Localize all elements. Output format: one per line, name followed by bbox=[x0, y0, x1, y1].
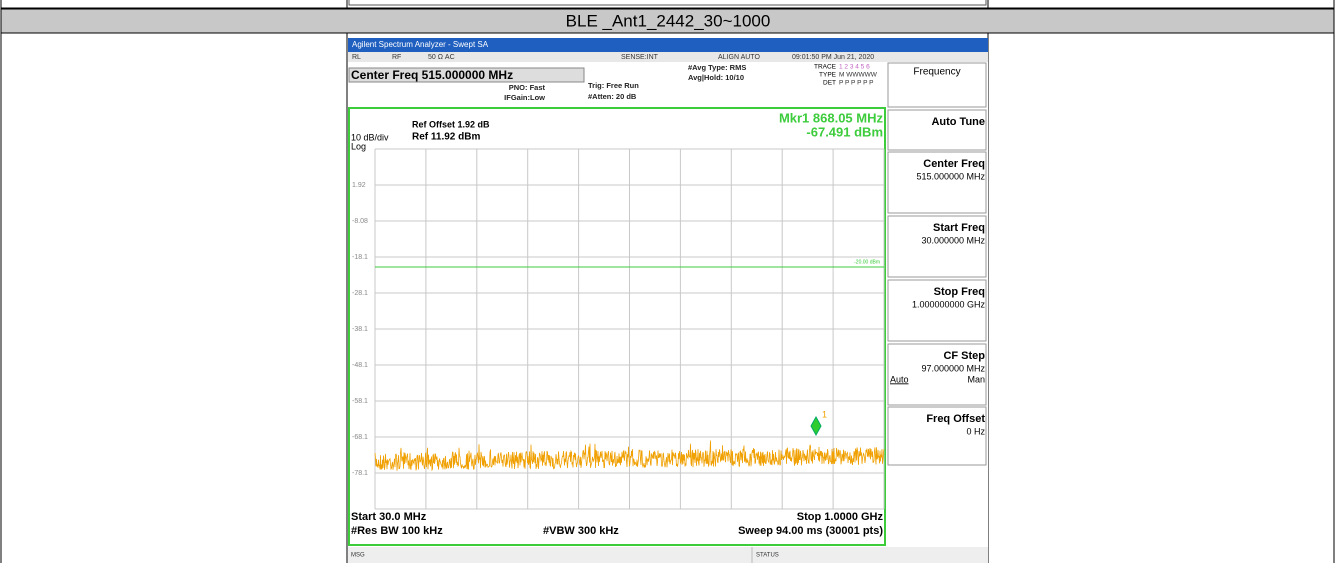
setting: #Avg Type: RMS bbox=[688, 63, 746, 72]
softkey[interactable] bbox=[887, 343, 987, 406]
marker-level: -67.491 dBm bbox=[806, 124, 883, 139]
center-freq-box bbox=[348, 67, 585, 83]
trace-label: TRACE bbox=[814, 64, 837, 71]
display-line-label: -20.00 dBm bbox=[854, 259, 880, 265]
y-label: -68.1 bbox=[352, 434, 368, 441]
status-bar bbox=[348, 52, 988, 62]
log: Log bbox=[351, 141, 366, 151]
softkey-label: Center Freq bbox=[923, 158, 985, 170]
softkey-label: Auto Tune bbox=[931, 116, 985, 128]
rbw: #Res BW 100 kHz bbox=[351, 525, 443, 537]
header-title: BLE _Ant1_2442_30~1000 bbox=[566, 11, 771, 30]
softkey-option: Auto bbox=[890, 374, 909, 384]
start: Start 30.0 MHz bbox=[351, 511, 427, 523]
prev-image bbox=[348, 0, 987, 6]
title-bar bbox=[348, 38, 988, 52]
setting: #Atten: 20 dB bbox=[588, 92, 637, 101]
status-item: 50 Ω AC bbox=[428, 54, 455, 61]
softkey-value: 0 Hz bbox=[966, 426, 985, 436]
y-label: -38.1 bbox=[352, 326, 368, 333]
graph-frame bbox=[348, 107, 886, 546]
softkey[interactable] bbox=[887, 406, 987, 466]
softkey[interactable] bbox=[887, 109, 987, 151]
softkey-label: Freq Offset bbox=[926, 413, 985, 425]
softkey-value: 515.000000 MHz bbox=[916, 171, 985, 181]
marker-id: 1 bbox=[822, 409, 827, 419]
msg: MSG bbox=[351, 553, 365, 559]
status-item: RL bbox=[352, 54, 361, 61]
sweep: Sweep 94.00 ms (30001 pts) bbox=[738, 525, 883, 537]
det-label: DET bbox=[823, 80, 836, 87]
softkey-option: Man bbox=[967, 374, 985, 384]
y-label: -8.08 bbox=[352, 218, 368, 225]
setting: PNO: Fast bbox=[509, 83, 546, 92]
softkey[interactable] bbox=[887, 151, 987, 214]
trace-nums: 1 2 3 4 5 6 bbox=[839, 64, 870, 71]
scale: 10 dB/div bbox=[351, 132, 389, 142]
det-value: P P P P P P bbox=[839, 80, 873, 87]
setting: Avg|Hold: 10/10 bbox=[688, 73, 744, 82]
ref-level: Ref 11.92 dBm bbox=[412, 132, 480, 143]
window-title: Agilent Spectrum Analyzer - Swept SA bbox=[352, 40, 489, 49]
type-value: M WWWWW bbox=[839, 72, 878, 79]
status-item: 09:01:50 PM Jun 21, 2020 bbox=[792, 54, 874, 61]
marker-freq: Mkr1 868.05 MHz bbox=[779, 110, 884, 125]
y-label: 1.92 bbox=[352, 182, 366, 189]
softkey-title-box bbox=[887, 62, 987, 108]
status-item: RF bbox=[392, 54, 401, 61]
ref-offset: Ref Offset 1.92 dB bbox=[412, 119, 490, 129]
status: STATUS bbox=[756, 553, 779, 559]
y-label: -58.1 bbox=[352, 398, 368, 405]
y-label: -28.1 bbox=[352, 290, 368, 297]
y-label: -78.1 bbox=[352, 470, 368, 477]
y-label: -48.1 bbox=[352, 362, 368, 369]
status-item: SENSE:INT bbox=[621, 54, 659, 61]
softkey[interactable] bbox=[887, 279, 987, 342]
trace bbox=[374, 440, 885, 472]
vbw: #VBW 300 kHz bbox=[543, 525, 619, 537]
center-freq: Center Freq 515.000000 MHz bbox=[351, 68, 513, 82]
softkey-title: Frequency bbox=[913, 67, 960, 78]
softkey-value: 30.000000 MHz bbox=[921, 235, 985, 245]
marker bbox=[810, 415, 822, 437]
softkey-label: Stop Freq bbox=[934, 286, 985, 298]
softkey-label: Start Freq bbox=[933, 222, 985, 234]
header-row bbox=[0, 8, 1335, 34]
setting: Trig: Free Run bbox=[588, 81, 639, 90]
softkey[interactable] bbox=[887, 215, 987, 278]
msg-bar bbox=[348, 547, 988, 563]
softkey-label: CF Step bbox=[943, 350, 985, 362]
setting: IFGain:Low bbox=[504, 93, 545, 102]
softkey-value: 97.000000 MHz bbox=[921, 363, 985, 373]
stop: Stop 1.0000 GHz bbox=[797, 511, 884, 523]
y-label: -18.1 bbox=[352, 254, 368, 261]
softkey-value: 1.000000000 GHz bbox=[912, 299, 986, 309]
type-label: TYPE bbox=[819, 72, 837, 79]
status-item: ALIGN AUTO bbox=[718, 54, 760, 61]
